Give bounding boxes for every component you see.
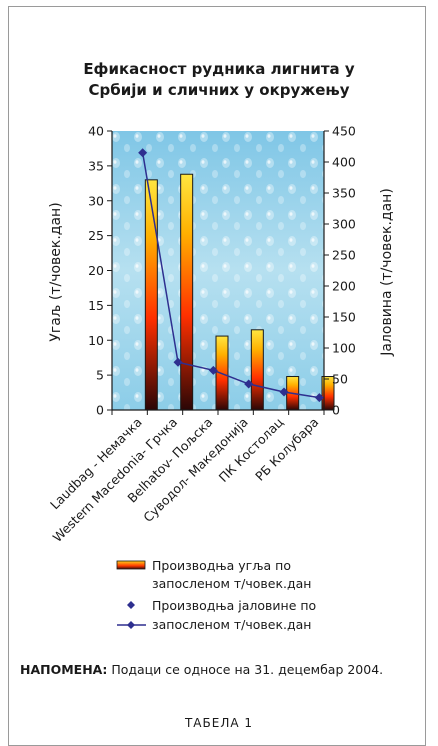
y-left-tick-label: 15 <box>88 298 104 313</box>
y-right-tick-label: 200 <box>332 279 356 294</box>
legend-bar-swatch <box>116 560 146 570</box>
overburden-point-5 <box>314 393 324 403</box>
y-axis-left-label: Угаљ (т/човек.дан) <box>48 202 64 341</box>
chart: Ефикасност рудника лигнита у Србији и сл… <box>47 60 395 632</box>
legend-bar-label-line2: запосленом т/човек.дан <box>152 576 312 591</box>
y-right-tick-label: 100 <box>332 341 356 356</box>
overburden-point-1 <box>173 357 183 367</box>
bar-coal-3 <box>250 329 264 411</box>
x-tick-label: РБ Колубара <box>252 415 321 484</box>
y-right-tick-label: 300 <box>332 217 356 232</box>
y-right-tick-label: 50 <box>332 372 348 387</box>
y-right-tick-label: 250 <box>332 248 356 263</box>
overburden-point-3 <box>244 379 254 389</box>
table-caption: ТАБЕЛА 1 <box>184 716 254 730</box>
y-right-tick-label: 0 <box>332 403 340 418</box>
legend-line-label-line2: запосленом т/човек.дан <box>152 617 312 632</box>
y-left-tick-label: 35 <box>88 158 104 173</box>
y-right-tick-label: 450 <box>332 124 356 139</box>
legend-bar-label-line1: Производња угља по <box>152 558 291 573</box>
note-text: Подаци се односе на 31. децембар 2004. <box>107 662 384 677</box>
axes-layer: 0510152025303540050100150200250300350400… <box>88 124 356 418</box>
legend: Производња угља по запосленом т/човек.да… <box>116 558 316 632</box>
overburden-series-line <box>141 152 320 399</box>
note-label: НАПОМЕНА: <box>20 662 108 677</box>
y-left-tick-label: 40 <box>88 124 104 139</box>
overburden-point-2 <box>208 365 218 375</box>
legend-line-marker <box>127 621 135 629</box>
y-left-tick-label: 30 <box>88 193 104 208</box>
y-axis-right-label: Јаловина (т/човек.дан) <box>379 188 395 357</box>
bar-coal-0 <box>144 179 158 411</box>
overburden-point-0 <box>138 148 148 158</box>
overburden-point-4 <box>279 387 289 397</box>
y-left-tick-label: 20 <box>88 263 104 278</box>
note: НАПОМЕНА: Подаци се односе на 31. децемб… <box>20 662 383 677</box>
chart-title-line1: Ефикасност рудника лигнита у <box>83 60 355 78</box>
y-left-tick-label: 0 <box>96 403 104 418</box>
bar-coal-1 <box>180 173 194 411</box>
y-right-tick-label: 150 <box>332 310 356 325</box>
legend-line-label-line1: Производња јаловине по <box>152 598 316 613</box>
legend-diamond-marker <box>127 601 135 609</box>
y-left-tick-label: 25 <box>88 228 104 243</box>
y-left-tick-label: 5 <box>96 368 104 383</box>
y-left-tick-label: 10 <box>88 333 104 348</box>
chart-title-line2: Србији и сличних у окружењу <box>88 81 349 99</box>
y-right-tick-label: 400 <box>332 155 356 170</box>
y-right-tick-label: 350 <box>332 186 356 201</box>
line-layer <box>138 148 324 403</box>
